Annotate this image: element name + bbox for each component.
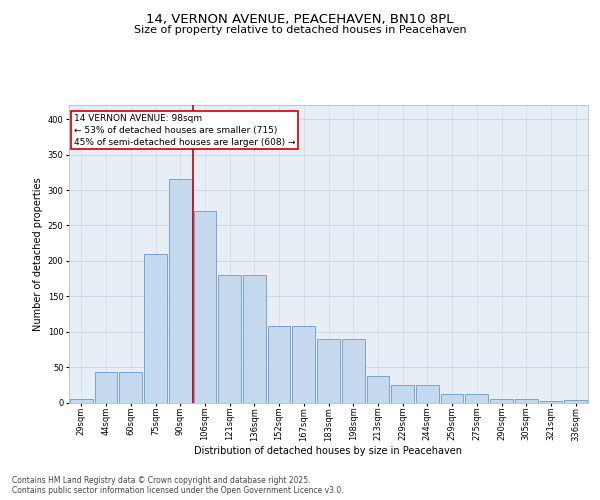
Bar: [342, 339, 365, 402]
Bar: [194, 211, 216, 402]
Bar: [416, 385, 439, 402]
Bar: [539, 401, 562, 402]
Bar: [490, 399, 513, 402]
Text: Size of property relative to detached houses in Peacehaven: Size of property relative to detached ho…: [134, 25, 466, 35]
Bar: [515, 399, 538, 402]
Text: Contains HM Land Registry data © Crown copyright and database right 2025.
Contai: Contains HM Land Registry data © Crown c…: [12, 476, 344, 495]
Bar: [292, 326, 315, 402]
Bar: [466, 394, 488, 402]
Bar: [564, 400, 587, 402]
Bar: [441, 394, 463, 402]
Bar: [169, 180, 191, 402]
Text: 14 VERNON AVENUE: 98sqm
← 53% of detached houses are smaller (715)
45% of semi-d: 14 VERNON AVENUE: 98sqm ← 53% of detache…: [74, 114, 296, 146]
Bar: [367, 376, 389, 402]
Bar: [268, 326, 290, 402]
Text: 14, VERNON AVENUE, PEACEHAVEN, BN10 8PL: 14, VERNON AVENUE, PEACEHAVEN, BN10 8PL: [146, 12, 454, 26]
Bar: [119, 372, 142, 402]
Bar: [70, 399, 93, 402]
Bar: [218, 275, 241, 402]
Y-axis label: Number of detached properties: Number of detached properties: [34, 177, 43, 330]
Bar: [317, 339, 340, 402]
X-axis label: Distribution of detached houses by size in Peacehaven: Distribution of detached houses by size …: [194, 446, 463, 456]
Bar: [95, 372, 118, 402]
Bar: [391, 385, 414, 402]
Bar: [243, 275, 266, 402]
Bar: [144, 254, 167, 402]
